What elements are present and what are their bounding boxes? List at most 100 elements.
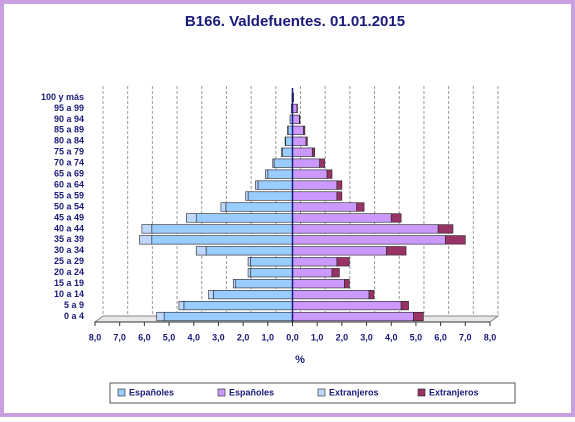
legend-label: Extranjeros: [329, 387, 379, 397]
legend-label: Españoles: [229, 387, 274, 397]
x-tick-label: 7,0: [113, 332, 126, 342]
bar: [293, 137, 307, 146]
bar: [304, 126, 305, 135]
x-tick-label: 5,0: [410, 332, 423, 342]
bar: [293, 290, 370, 299]
bar: [446, 236, 466, 245]
y-tick-label: 10 a 14: [54, 289, 84, 299]
bar: [233, 279, 235, 288]
bar: [293, 159, 320, 168]
chart-title: B166. Valdefuentes. 01.01.2015: [185, 13, 405, 30]
bar: [293, 225, 439, 234]
bar: [152, 236, 293, 245]
bar: [337, 181, 342, 190]
legend-swatch: [318, 389, 325, 396]
legend-label: Españoles: [129, 387, 174, 397]
x-axis-label: %: [295, 354, 305, 366]
x-tick-label: 3,0: [212, 332, 225, 342]
bar: [209, 290, 214, 299]
bar: [327, 170, 332, 179]
y-tick-label: 80 a 84: [54, 136, 84, 146]
bar: [157, 312, 164, 321]
bar: [251, 257, 293, 266]
x-tick-label: 4,0: [187, 332, 200, 342]
x-tick-label: 4,0: [385, 332, 398, 342]
x-tick-label: 1,0: [262, 332, 275, 342]
bar: [320, 159, 325, 168]
bar: [258, 181, 293, 190]
bar: [293, 279, 345, 288]
bar: [196, 214, 292, 223]
bar: [255, 181, 257, 190]
y-tick-label: 85 a 89: [54, 125, 84, 135]
bar: [214, 290, 293, 299]
bar: [391, 214, 401, 223]
x-tick-label: 5,0: [163, 332, 176, 342]
bar: [179, 301, 184, 310]
y-tick-label: 35 a 39: [54, 234, 84, 244]
bar: [293, 203, 357, 212]
bar: [438, 225, 453, 234]
bar: [332, 268, 339, 277]
y-tick-label: 65 a 69: [54, 169, 84, 179]
legend-swatch: [118, 389, 125, 396]
y-tick-label: 100 y más: [41, 92, 84, 102]
bar: [283, 148, 293, 157]
bar: [248, 192, 292, 201]
legend-swatch: [418, 389, 425, 396]
bar: [293, 236, 446, 245]
y-tick-label: 0 a 4: [64, 311, 84, 321]
bar: [293, 214, 392, 223]
legend-swatch: [218, 389, 225, 396]
bar: [265, 170, 267, 179]
bar: [413, 312, 423, 321]
bar: [293, 115, 300, 124]
y-tick-label: 55 a 59: [54, 190, 84, 200]
x-tick-label: 7,0: [459, 332, 472, 342]
bar: [248, 257, 250, 266]
y-tick-label: 90 a 94: [54, 114, 84, 124]
y-tick-label: 95 a 99: [54, 103, 84, 113]
bar: [206, 247, 292, 256]
bar: [293, 268, 333, 277]
bar: [312, 148, 314, 157]
bar: [246, 192, 248, 201]
bar: [369, 290, 374, 299]
y-tick-label: 50 a 54: [54, 201, 84, 211]
y-tick-label: 75 a 79: [54, 147, 84, 157]
bar: [401, 301, 408, 310]
bar: [293, 170, 328, 179]
bar: [293, 312, 414, 321]
bar: [248, 268, 250, 277]
bar: [186, 214, 196, 223]
x-tick-label: 0,0: [286, 332, 299, 342]
bar: [274, 159, 293, 168]
bar: [273, 159, 274, 168]
x-tick-label: 6,0: [138, 332, 151, 342]
bar: [251, 268, 293, 277]
legend-label: Extranjeros: [429, 387, 479, 397]
bar: [386, 247, 406, 256]
x-tick-label: 1,0: [311, 332, 324, 342]
bar: [226, 203, 293, 212]
x-tick-label: 6,0: [434, 332, 447, 342]
bar: [293, 126, 304, 135]
bar: [293, 148, 313, 157]
bar: [281, 148, 282, 157]
bar: [357, 203, 364, 212]
y-tick-label: 30 a 34: [54, 245, 84, 255]
bar: [344, 279, 349, 288]
bar: [139, 236, 151, 245]
bar: [293, 257, 337, 266]
x-tick-label: 3,0: [360, 332, 373, 342]
y-tick-label: 45 a 49: [54, 212, 84, 222]
bar: [164, 312, 292, 321]
x-tick-label: 2,0: [336, 332, 349, 342]
x-tick-label: 2,0: [237, 332, 250, 342]
bar: [293, 301, 402, 310]
y-tick-label: 15 a 19: [54, 278, 84, 288]
bar: [293, 247, 387, 256]
bar: [196, 247, 206, 256]
bar: [236, 279, 293, 288]
